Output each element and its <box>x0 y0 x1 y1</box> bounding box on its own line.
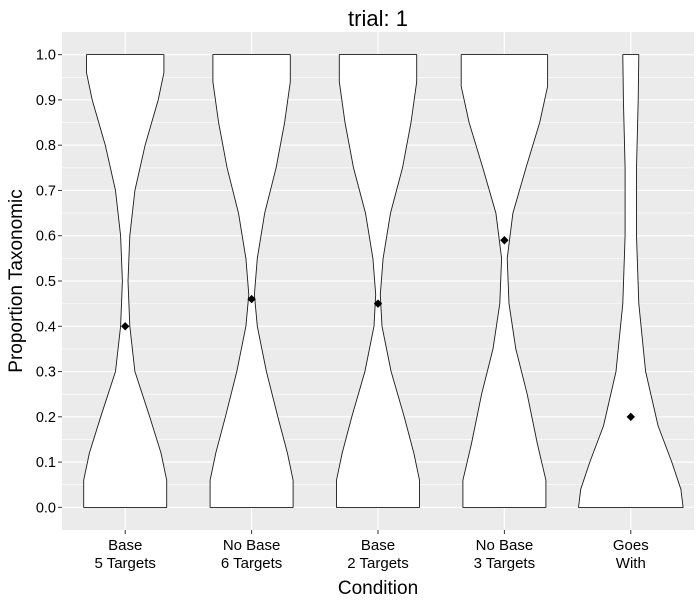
mean-point-2 <box>247 294 256 304</box>
y-axis: 0.0 0.1 0.2 0.3 0.4 0.5 0.6 0.7 0.8 0.9 1.0 <box>36 48 62 516</box>
chart-title: trial: 1 <box>348 6 408 31</box>
mean-point-1 <box>121 322 130 331</box>
x-tick-label: No Base 3 Targets <box>474 537 535 572</box>
y-tick-label: 0.4 <box>36 319 56 335</box>
y-tick-label: 0.2 <box>36 410 56 426</box>
y-tick-label: 0.8 <box>36 138 56 154</box>
mean-point-3 <box>373 299 383 308</box>
violins <box>83 54 684 508</box>
violin-3 <box>336 54 420 508</box>
violin-2 <box>209 54 294 508</box>
y-tick-label: 0.7 <box>36 183 56 199</box>
mean-points <box>121 236 635 422</box>
y-tick-label: 0.9 <box>36 93 56 109</box>
y-tick-label: 0.0 <box>36 500 56 516</box>
y-tick-label: 0.1 <box>36 455 56 471</box>
mean-point-5 <box>626 412 635 422</box>
violin-4 <box>460 54 549 508</box>
mean-point-4 <box>500 236 509 245</box>
violin-1 <box>83 54 168 508</box>
y-axis-title: Proportion Taxonomic <box>6 189 27 372</box>
y-tick-label: 0.3 <box>36 365 56 381</box>
x-axis: Base 5 Targets No Base 6 Targets Base 2 Targe… <box>94 530 649 572</box>
x-tick-label: Base 5 Targets <box>94 537 155 572</box>
violin-5 <box>578 54 684 508</box>
y-tick-label: 0.6 <box>36 229 56 245</box>
x-tick-label: Goes With <box>613 537 649 572</box>
y-tick-label: 1.0 <box>36 48 56 64</box>
y-tick-label: 0.5 <box>36 274 56 290</box>
x-tick-label: Base 2 Targets <box>347 537 408 572</box>
x-axis-title: Condition <box>338 578 418 599</box>
x-tick-label: No Base 6 Targets <box>221 537 282 572</box>
